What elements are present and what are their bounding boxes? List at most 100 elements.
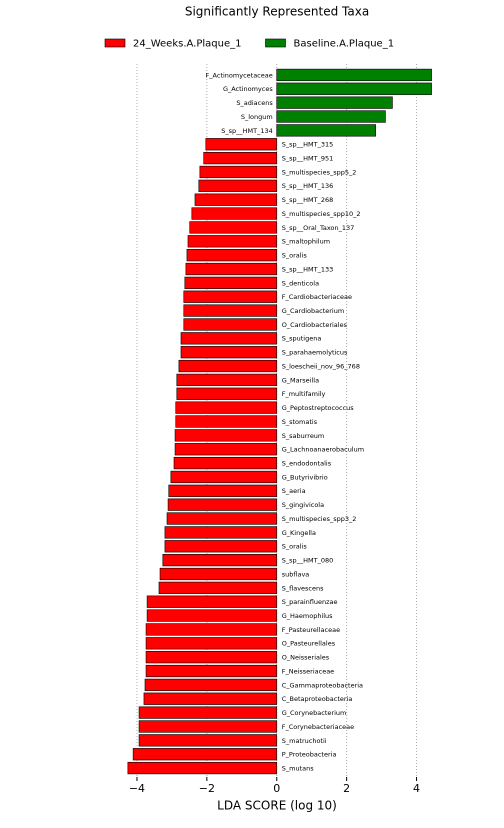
bar (145, 651, 278, 664)
bar (186, 249, 278, 262)
bar (198, 179, 278, 192)
x-tick-label: 0 (273, 782, 280, 795)
category-label: O_Cardiobacteriales (282, 321, 348, 329)
category-label: S_mutans (282, 764, 314, 772)
bar (174, 443, 278, 456)
bar (276, 110, 386, 123)
bar (276, 82, 432, 95)
bar (168, 484, 278, 497)
legend-swatch (104, 38, 126, 48)
bar (138, 706, 278, 719)
bar (158, 581, 278, 594)
category-label: S_parahaemolyticus (282, 349, 348, 357)
category-label: S_parainfluenzae (282, 598, 338, 606)
category-label: F_Corynebacteriaceae (282, 723, 354, 731)
bar (194, 193, 278, 206)
category-label: F_multifamily (282, 390, 326, 398)
category-label: S_multispecies_spp5_2 (282, 168, 357, 176)
bar (203, 151, 278, 165)
category-label: P_Proteobacteria (282, 751, 337, 759)
category-label: F_Neisseriaceae (282, 667, 334, 675)
category-label: S_oralis (282, 543, 308, 551)
category-label: S_sputigena (282, 335, 322, 343)
category-label: C_Betaproteobacteria (282, 695, 353, 703)
chart-title: Significantly Represented Taxa (185, 5, 369, 19)
category-label: S_oralis (282, 252, 308, 260)
category-label: G_Corynebacterium (282, 709, 347, 717)
bar (175, 401, 278, 414)
category-label: S_sp__HMT_133 (282, 265, 334, 273)
category-label: S_sp__Oral_Taxon_137 (282, 224, 355, 232)
bar (167, 498, 278, 511)
category-label: S_maltophilum (282, 238, 330, 246)
legend-label: Baseline.A.Plaque_1 (294, 39, 395, 50)
category-label: C_Gammaproteobacteria (282, 681, 363, 689)
bar (166, 512, 278, 525)
bar (180, 332, 278, 345)
category-label: S_denticola (282, 279, 319, 287)
bar (173, 456, 278, 470)
bar (187, 235, 278, 248)
bar (132, 748, 278, 761)
category-label: S_sp__HMT_134 (221, 127, 273, 135)
x-axis-label: LDA SCORE (log 10) (217, 799, 337, 813)
x-tick-label: −4 (129, 782, 145, 795)
category-label: S_adiacens (236, 99, 273, 107)
category-label: subflava (282, 570, 310, 578)
bar (143, 692, 278, 705)
category-label: S_multispecies_spp3_2 (282, 515, 357, 523)
category-label: G_Haemophilus (282, 612, 333, 620)
category-label: S_sp__HMT_268 (282, 196, 334, 204)
bar (183, 290, 278, 303)
category-label: S_stomatis (282, 418, 318, 426)
bar (162, 554, 278, 567)
category-label: S_saburreum (282, 432, 325, 440)
bar (189, 221, 278, 234)
category-label: S_multispecies_spp10_2 (282, 210, 361, 218)
category-label: G_Actinomyces (223, 85, 273, 93)
category-label: S_longum (241, 113, 273, 121)
bar (145, 637, 278, 650)
bar (127, 761, 278, 775)
bar (170, 470, 278, 484)
category-label: F_Cardiobacteriaceae (282, 293, 352, 301)
category-label: S_sp__HMT_136 (282, 182, 334, 190)
category-label: G_Butyrivibrio (282, 473, 328, 481)
category-label: F_Actinomycetaceae (206, 71, 273, 79)
bar (276, 96, 393, 109)
bar (176, 387, 278, 400)
category-label: S_matruchotii (282, 737, 327, 745)
bar (276, 68, 432, 82)
category-label: S_loescheii_nov_96_768 (282, 362, 360, 370)
bar (146, 609, 278, 622)
bar (205, 138, 278, 151)
bar (184, 276, 278, 289)
category-label: S_gingivicola (282, 501, 324, 509)
legend-label: 24_Weeks.A.Plaque_1 (133, 39, 242, 50)
category-label: O_Neisseriales (282, 654, 330, 662)
bar (145, 664, 278, 678)
bar (138, 734, 278, 747)
bar (276, 124, 376, 137)
category-label: F_Pasteurellaceae (282, 626, 340, 634)
bar (183, 318, 278, 331)
x-tick-label: −2 (199, 782, 215, 795)
bar (164, 526, 278, 539)
category-label: O_Pasteurellales (282, 640, 336, 648)
category-label: S_sp__HMT_080 (282, 557, 334, 565)
category-label: S_sp__HMT_315 (282, 141, 334, 149)
category-label: S_flavescens (282, 584, 324, 592)
bar (199, 165, 278, 179)
legend-swatch (265, 38, 286, 48)
category-label: S_endodontalis (282, 460, 332, 468)
bar (174, 429, 278, 442)
bar (175, 415, 278, 428)
x-tick-label: 2 (343, 782, 350, 795)
bar (176, 373, 278, 387)
bar (159, 567, 278, 581)
category-label: S_aeria (282, 487, 306, 495)
bar (164, 540, 278, 553)
bar (180, 346, 278, 359)
category-label: G_Kingella (282, 529, 316, 537)
